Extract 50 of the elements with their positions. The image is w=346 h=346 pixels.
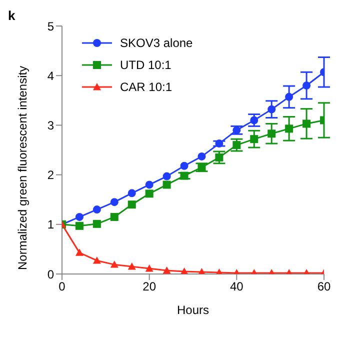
point [250, 116, 258, 124]
point [268, 105, 276, 114]
y-axis-title: Normalized green fluorescent intensity [15, 66, 30, 270]
point [128, 200, 136, 209]
point [128, 189, 136, 198]
point [302, 82, 311, 90]
point [92, 220, 101, 228]
chart-title: k [8, 8, 16, 23]
point [180, 172, 188, 180]
point [162, 172, 171, 180]
y-tick-label: 2 [47, 168, 54, 182]
point [215, 140, 224, 148]
point [232, 141, 241, 150]
point [162, 266, 171, 274]
point [268, 130, 276, 138]
legend-label: CAR 10:1 [120, 80, 172, 94]
point [250, 135, 258, 144]
x-tick-label: 0 [58, 280, 66, 294]
point [232, 126, 241, 134]
point [75, 212, 84, 221]
x-axis-title: Hours [176, 303, 210, 317]
point [162, 180, 171, 189]
x-tick-label: 20 [142, 280, 156, 294]
point [145, 180, 154, 189]
point [145, 190, 154, 198]
y-tick-label: 5 [47, 19, 54, 34]
y-tick-label: 4 [47, 68, 54, 83]
point [145, 264, 154, 272]
point [128, 262, 136, 270]
point [92, 206, 101, 214]
legend-label: UTD 10:1 [120, 58, 172, 72]
point [198, 163, 206, 172]
point [215, 153, 224, 162]
point [110, 212, 118, 221]
point [92, 256, 101, 264]
point [302, 120, 311, 128]
point [198, 152, 206, 160]
x-tick-label: 40 [230, 280, 244, 294]
y-tick-label: 3 [47, 118, 54, 132]
point [110, 260, 118, 268]
point [110, 198, 118, 206]
point [75, 248, 84, 256]
point [285, 124, 294, 133]
legend-label: SKOV3 alone [120, 36, 193, 50]
point [180, 162, 188, 170]
point [285, 92, 294, 101]
y-tick-label: 1 [47, 218, 54, 232]
x-tick-label: 60 [317, 280, 331, 294]
y-tick-label: 0 [47, 267, 54, 282]
point [75, 222, 84, 230]
